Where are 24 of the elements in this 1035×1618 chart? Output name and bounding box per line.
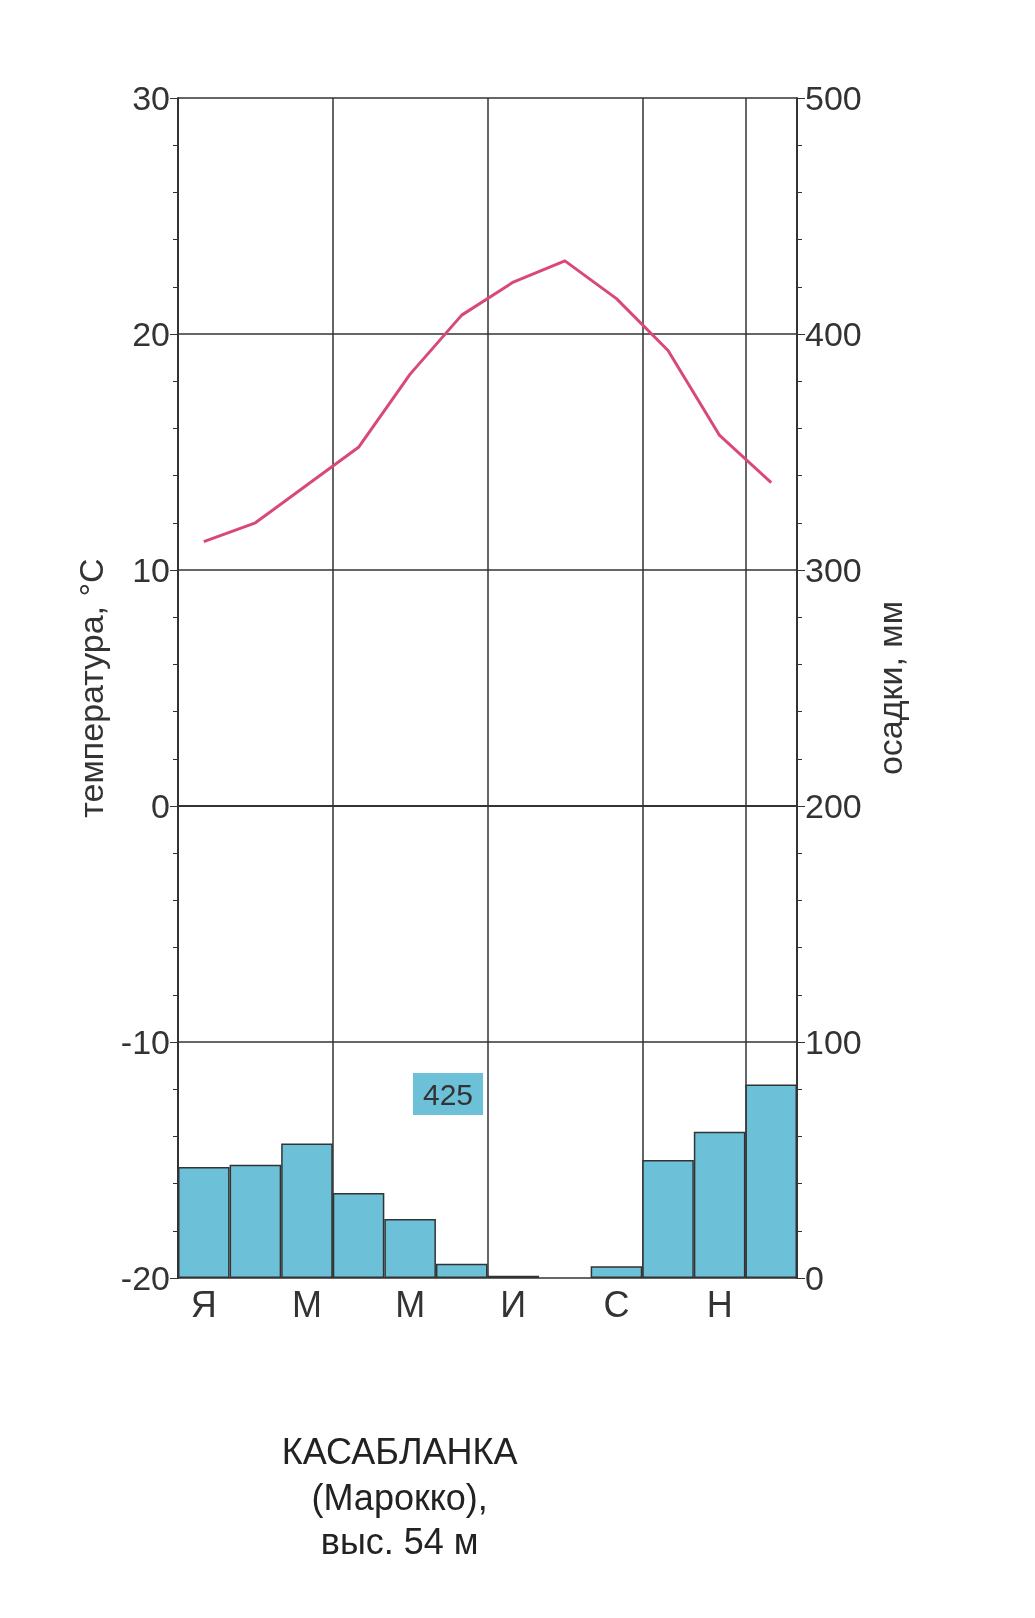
- y2-tick-label: 300: [805, 551, 862, 589]
- y-tick-label: -20: [120, 1259, 170, 1297]
- y2-tick-label: 200: [805, 787, 862, 825]
- y-tick-label: 20: [132, 315, 170, 353]
- y-tick-label: 10: [132, 551, 170, 589]
- y2-tick-label: 400: [805, 315, 862, 353]
- y2-tick-label: 100: [805, 1023, 862, 1061]
- y2-tick-label: 0: [805, 1259, 824, 1297]
- x-tick-label: И: [500, 1283, 527, 1325]
- x-tick-label: Н: [706, 1283, 733, 1325]
- y2-tick-label: 500: [805, 79, 862, 117]
- y2-axis-title: осадки, мм: [870, 600, 909, 776]
- y-axis-title: температура, °С: [72, 558, 110, 818]
- x-tick-label: Я: [190, 1283, 217, 1325]
- x-tick-label: М: [395, 1283, 426, 1325]
- x-tick-label: М: [291, 1283, 322, 1325]
- text: (Марокко), выс. 54 м: [311, 1476, 488, 1562]
- y-tick-label: 30: [132, 79, 170, 117]
- y-tick-label: -10: [120, 1023, 170, 1061]
- y-tick-label: 0: [151, 787, 170, 825]
- annotation: 425: [423, 1077, 474, 1111]
- x-tick-label: С: [603, 1283, 630, 1325]
- text: КАСАБЛАНКА: [281, 1430, 518, 1472]
- line-series: [202, 259, 773, 544]
